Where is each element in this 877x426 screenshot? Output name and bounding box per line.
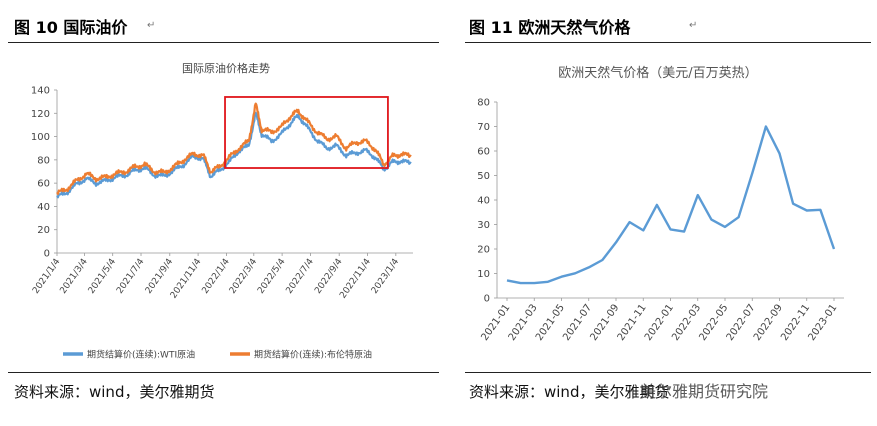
- x-tick-label: 2022/9/4: [313, 257, 345, 296]
- y-tick-label: 30: [477, 220, 490, 231]
- x-tick-label: 2022/3/4: [228, 257, 260, 296]
- chart-title: 欧洲天然气价格（美元/百万英热）: [558, 65, 757, 81]
- legend-label: 期货结算价(连续):布伦特原油: [254, 349, 372, 361]
- y-tick-label: 60: [477, 147, 490, 158]
- x-tick-label: 2021/5/4: [87, 257, 119, 296]
- oil-price-figure: 图 10 国际油价 ↵ 国际原油价格走势 0 20 40 60 80 100 120 140 20…: [8, 18, 439, 401]
- y-tick-label: 20: [477, 245, 490, 256]
- x-tick-label: 2021/3/4: [58, 257, 90, 296]
- figure-10-heading: 图 10 国际油价: [14, 18, 128, 37]
- watermark-text: 美尔雅期货研究院: [640, 382, 769, 401]
- y-tick-label: 120: [31, 109, 50, 120]
- source-rule: [8, 372, 439, 373]
- y-tick-label: 100: [31, 132, 50, 143]
- wti-series-line: [56, 111, 412, 199]
- figure-11-heading: 图 11 欧洲天然气价格: [469, 18, 631, 37]
- return-mark: ↵: [689, 20, 698, 31]
- x-tick-label: 2023/1/4: [370, 257, 402, 296]
- heading-rule: [465, 42, 871, 43]
- y-tick-label: 70: [477, 122, 490, 133]
- y-tick-label: 40: [37, 202, 50, 213]
- gas-price-figure: 图 11 欧洲天然气价格 ↵ 欧洲天然气价格（美元/百万英热） 0 10 20 30 40…: [457, 0, 877, 426]
- legend-label: 期货结算价(连续):WTI原油: [87, 349, 195, 361]
- y-tick-label: 80: [37, 155, 50, 166]
- left-source-note: 资料来源：wind，美尔雅期货: [14, 383, 215, 401]
- y-tick-label: 20: [37, 225, 50, 236]
- heading-rule: [8, 42, 439, 43]
- x-tick-label: 2021/7/4: [115, 257, 147, 296]
- y-tick-label: 60: [37, 179, 50, 190]
- return-mark: ↵: [147, 20, 156, 31]
- gas-price-chart: 欧洲天然气价格（美元/百万英热）010203040506070802021-01…: [477, 65, 844, 343]
- y-tick-label: 50: [477, 171, 490, 182]
- x-tick-label: 2022/7/4: [285, 257, 317, 296]
- y-tick-label: 80: [477, 98, 490, 109]
- y-tick-label: 10: [477, 269, 490, 280]
- y-tick-label: 0: [44, 249, 50, 260]
- y-tick-label: 40: [477, 196, 490, 207]
- gas-price-series-line: [506, 125, 836, 285]
- chart-title: 国际原油价格走势: [182, 61, 270, 75]
- y-tick-label: 140: [31, 86, 50, 97]
- y-tick-label: 0: [484, 294, 490, 305]
- source-rule: [465, 372, 871, 373]
- x-tick-label: 2021/9/4: [144, 257, 176, 296]
- highlight-box: [224, 96, 389, 169]
- x-tick-label: 2022/5/4: [256, 257, 288, 296]
- oil-price-chart: 国际原油价格走势0204060801001201402021/1/42021/3…: [31, 61, 413, 361]
- right-source-note: 资料来源：wind，美尔雅期货: [469, 383, 670, 401]
- brent-series-line: [56, 102, 412, 195]
